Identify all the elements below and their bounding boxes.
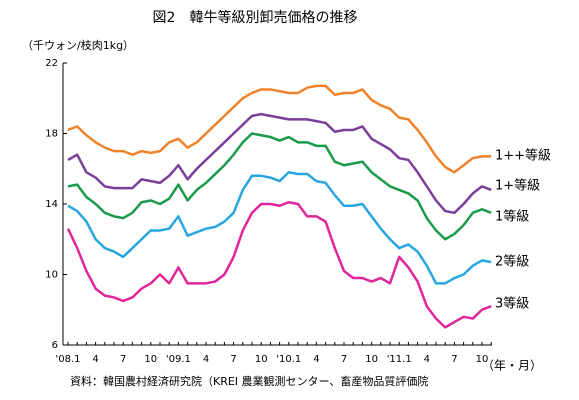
x-tick-label: 10: [476, 354, 489, 365]
x-tick-label: 10: [365, 354, 378, 365]
x-tick-label: 7: [451, 354, 457, 365]
legend-label: 1++等級: [495, 148, 551, 164]
x-tick-label: 10: [255, 354, 268, 365]
series-line: [67, 132, 492, 241]
x-tick-label: 10: [144, 354, 157, 365]
y-tick-label: 6: [52, 340, 58, 351]
x-tick-label: 7: [120, 354, 126, 365]
series-line: [67, 84, 492, 174]
legend-label: 1+等級: [495, 178, 540, 194]
legend-label: 2等級: [495, 254, 529, 270]
x-tick-label: 4: [92, 354, 98, 365]
chart-title: 図2 韓牛等級別卸売価格の推移: [153, 9, 358, 26]
x-axis-label: （年・月）: [482, 359, 542, 373]
series-line: [67, 112, 492, 215]
x-tick-label: 4: [203, 354, 209, 365]
x-tick-label: 4: [424, 354, 430, 365]
y-tick-label: 14: [45, 199, 58, 210]
legend-label: 3等級: [495, 296, 529, 312]
y-tick-label: 10: [45, 270, 58, 281]
series-line: [67, 171, 492, 285]
source-note: 資料：韓国農村経済研究院（KREI 農業観測センター、畜産物品質評価院: [70, 374, 428, 388]
y-tick-label: 18: [45, 129, 58, 140]
x-tick-label: '08.1: [55, 354, 80, 365]
series-line: [66, 200, 492, 329]
y-tick-label: 22: [45, 58, 58, 69]
x-tick-label: '10.1: [276, 354, 301, 365]
y-axis-label: （千ウォン/枝肉1kg）: [22, 38, 134, 52]
x-tick-label: 4: [313, 354, 319, 365]
legend-label: 1等級: [495, 209, 529, 225]
x-tick-label: '11.1: [387, 354, 412, 365]
x-tick-label: 7: [230, 354, 236, 365]
x-tick-label: '09.1: [166, 354, 191, 365]
x-tick-label: 7: [341, 354, 347, 365]
